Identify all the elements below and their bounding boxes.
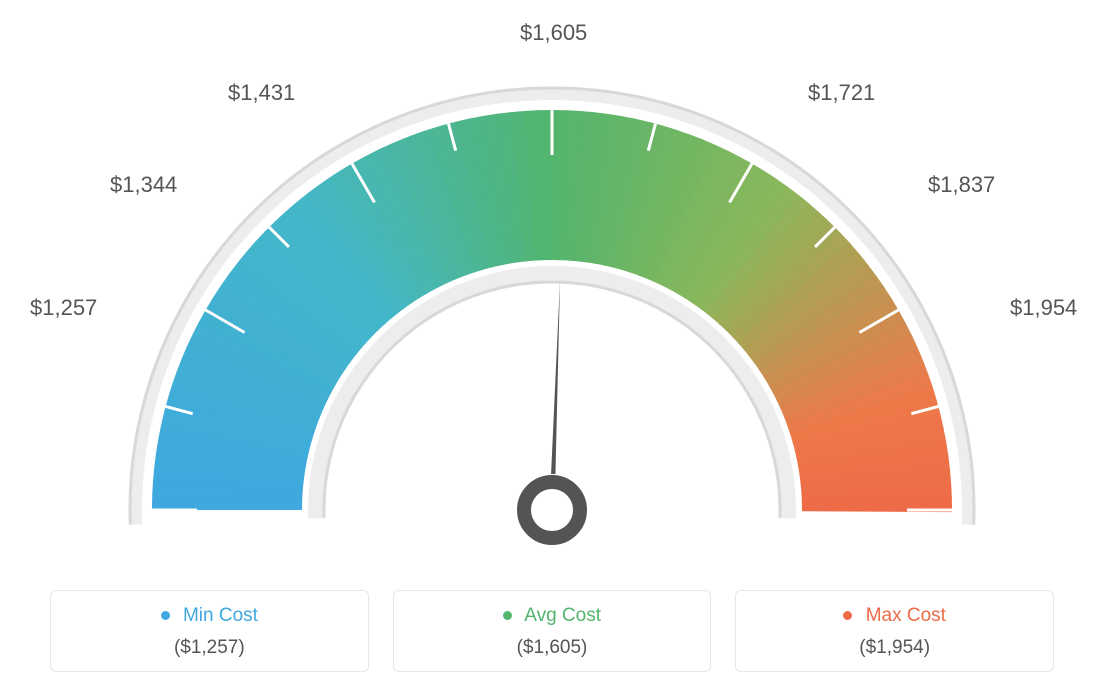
gauge-tick-label: $1,954 xyxy=(1010,295,1077,321)
legend-max-title: Max Cost xyxy=(746,605,1043,627)
gauge-tick-label: $1,837 xyxy=(928,172,995,198)
gauge-tick-label: $1,257 xyxy=(30,295,97,321)
dot-icon xyxy=(161,611,170,620)
legend-min-label: Min Cost xyxy=(183,605,258,626)
dot-icon xyxy=(503,611,512,620)
gauge-svg xyxy=(0,0,1104,560)
legend-avg-label: Avg Cost xyxy=(524,605,601,626)
gauge-tick-label: $1,721 xyxy=(808,80,875,106)
legend-avg-value: ($1,605) xyxy=(404,637,701,659)
cost-gauge-chart: $1,257 $1,344 $1,431 $1,605 $1,721 $1,837 $1,9… xyxy=(0,0,1104,690)
gauge-area: $1,257 $1,344 $1,431 $1,605 $1,721 $1,837 $1,9… xyxy=(0,0,1104,560)
gauge-tick-label: $1,344 xyxy=(110,172,177,198)
gauge-tick-label: $1,605 xyxy=(520,20,587,46)
legend-max-box: Max Cost ($1,954) xyxy=(735,590,1054,672)
legend-row: Min Cost ($1,257) Avg Cost ($1,605) Max … xyxy=(50,590,1054,672)
legend-max-value: ($1,954) xyxy=(746,637,1043,659)
legend-avg-box: Avg Cost ($1,605) xyxy=(393,590,712,672)
legend-min-value: ($1,257) xyxy=(61,637,358,659)
legend-min-box: Min Cost ($1,257) xyxy=(50,590,369,672)
dot-icon xyxy=(843,611,852,620)
gauge-tick-label: $1,431 xyxy=(228,80,295,106)
legend-min-title: Min Cost xyxy=(61,605,358,627)
legend-max-label: Max Cost xyxy=(866,605,946,626)
legend-avg-title: Avg Cost xyxy=(404,605,701,627)
